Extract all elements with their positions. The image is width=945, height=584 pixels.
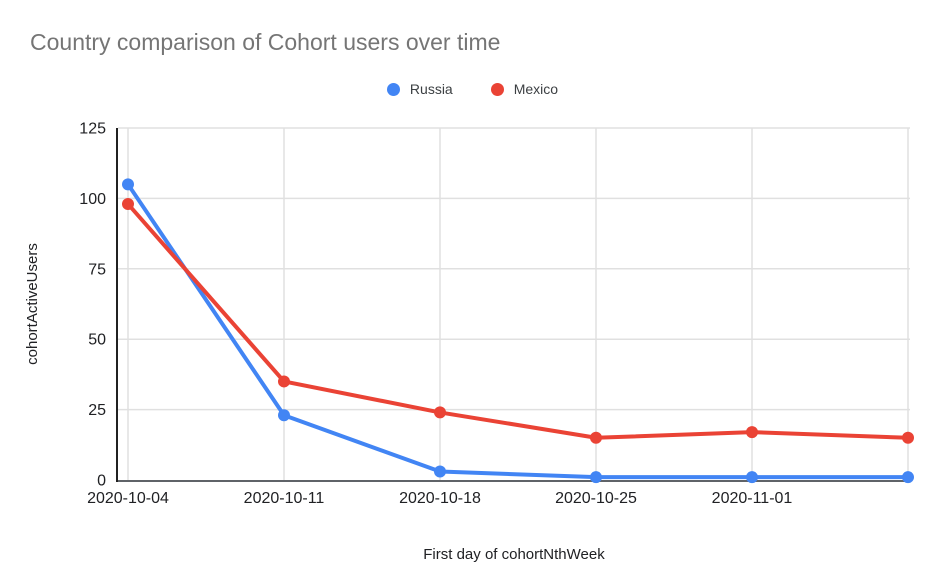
data-point-russia-4: [746, 471, 758, 484]
chart-legend: Russia Mexico: [0, 77, 945, 101]
x-axis-title: First day of cohortNthWeek: [423, 546, 605, 563]
y-tick-label: 100: [79, 191, 106, 208]
data-point-mexico-2: [434, 406, 446, 419]
y-tick-label: 25: [88, 402, 106, 419]
x-tick-label: 2020-10-11: [244, 490, 325, 507]
data-point-mexico-4: [746, 426, 758, 439]
legend-item-russia: Russia: [386, 81, 453, 97]
legend-item-mexico: Mexico: [490, 81, 559, 97]
legend-swatch-mexico: [490, 82, 504, 96]
chart-title: Country comparison of Cohort users over …: [30, 29, 501, 55]
data-point-russia-2: [434, 465, 446, 478]
legend-label-russia: Russia: [409, 81, 453, 97]
y-tick-label: 0: [97, 473, 106, 490]
x-tick-label: 2020-10-18: [399, 490, 481, 507]
series-line-russia: [126, 182, 910, 480]
y-tick-label: 125: [79, 121, 106, 138]
x-tick-label: 2020-11-01: [712, 490, 793, 507]
data-point-russia-1: [278, 409, 290, 422]
data-point-mexico-1: [278, 375, 290, 388]
series-line-mexico: [126, 202, 910, 440]
data-point-mexico-3: [590, 431, 602, 444]
data-point-russia-5: [902, 471, 914, 484]
data-point-mexico-0: [122, 198, 134, 211]
data-point-russia-3: [590, 471, 602, 484]
y-tick-label: 75: [88, 261, 106, 278]
x-tick-label: 2020-10-04: [87, 490, 169, 507]
data-point-mexico-5: [902, 431, 914, 444]
legend-label-mexico: Mexico: [513, 81, 559, 97]
data-point-russia-0: [122, 178, 134, 191]
x-tick-label: 2020-10-25: [555, 490, 637, 507]
y-axis-title: cohortActiveUsers: [24, 243, 41, 365]
legend-swatch-russia: [386, 82, 400, 96]
y-tick-label: 50: [88, 332, 106, 349]
